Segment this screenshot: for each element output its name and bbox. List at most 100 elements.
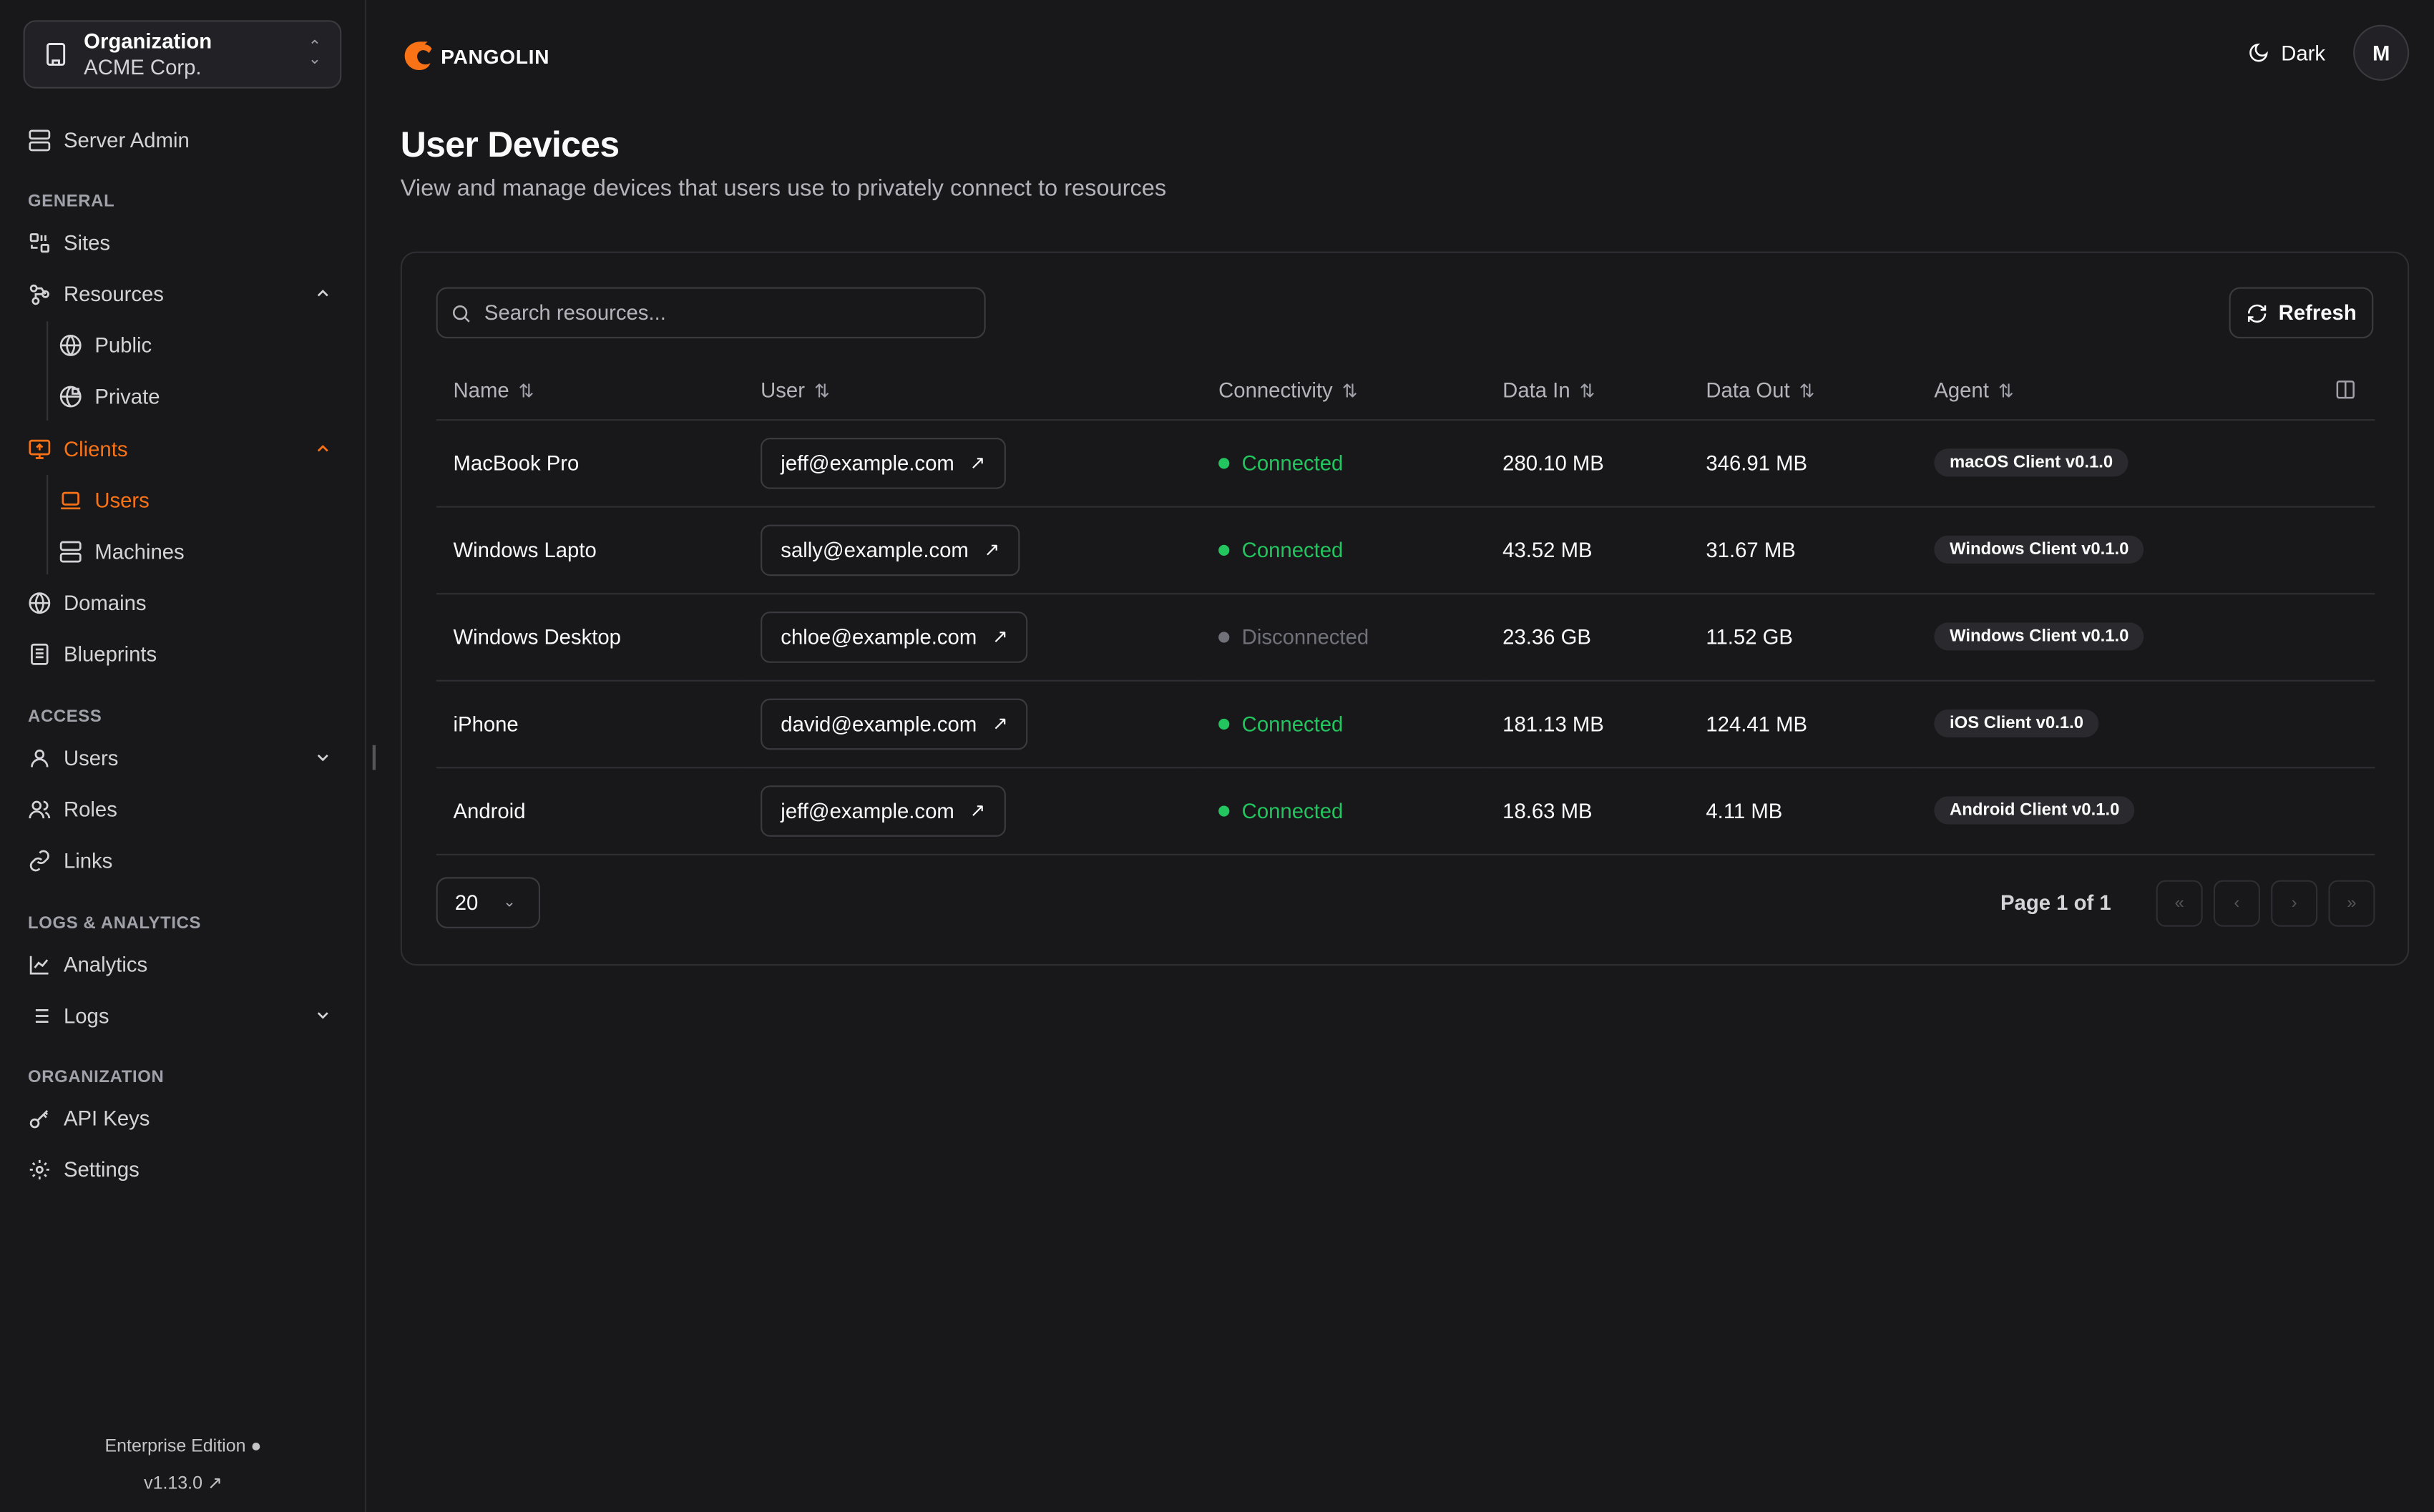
status-dot [1218,457,1230,468]
user-link-button[interactable]: david@example.com ↗ [761,697,1028,750]
arrow-up-right-icon: ↗ [969,451,986,473]
data-out: 11.52 GB [1688,593,1917,681]
sort-icon[interactable]: ⇅ [1579,380,1595,402]
agent-badge: Android Client v0.1.0 [1934,796,2136,825]
connectivity-cell: Disconnected [1201,593,1486,681]
edition-link[interactable]: Enterprise Edition ● [0,1438,366,1456]
sidebar-resize-handle[interactable] [372,745,376,770]
column-header[interactable]: Data In ⇅ [1485,361,1689,421]
status-text: Disconnected [1241,624,1369,649]
device-name: iPhone [436,679,744,768]
chevrons-up-down-icon: ⌃ ⌄ [308,39,322,69]
sidebar-item-label: Users [94,488,150,512]
sidebar-item-settings[interactable]: Settings [28,1150,338,1187]
devices-table: Name ⇅ User ⇅ Connectivity ⇅ Data In ⇅ Data Out ⇅… [436,361,2375,855]
chevron-down-icon [317,1012,328,1019]
status-dot [1218,717,1230,730]
avatar[interactable]: M [2353,24,2410,81]
sidebar-item-analytics[interactable]: Analytics [28,946,338,983]
data-out: 31.67 MB [1688,506,1917,594]
sidebar-item-links[interactable]: Links [28,841,338,878]
sidebar-item-machines[interactable]: Machines [59,532,369,569]
user-cell: david@example.com ↗ [743,679,1202,768]
sidebar-item-server-admin[interactable]: Server Admin [28,121,338,158]
sidebar-item-domains[interactable]: Domains [28,584,338,621]
section-organization: ORGANIZATION [28,1068,165,1087]
column-header[interactable]: User ⇅ [743,361,1202,421]
sidebar-item-label: Settings [63,1157,140,1181]
list-icon [31,1008,49,1022]
sort-icon[interactable]: ⇅ [1998,380,2014,402]
data-in: 43.52 MB [1485,506,1689,594]
user-link-button[interactable]: chloe@example.com ↗ [761,611,1028,662]
last-page-button[interactable]: » [2328,880,2375,927]
columns-icon[interactable] [2335,378,2356,400]
user-link-button[interactable]: jeff@example.com ↗ [761,785,1006,836]
sidebar-item-label: Analytics [63,952,148,976]
sidebar-item-label: Links [63,848,113,872]
sort-icon[interactable]: ⇅ [813,380,830,402]
sidebar-item-public[interactable]: Public [59,326,369,363]
column-header[interactable]: Name ⇅ [436,361,744,421]
version-link[interactable]: v1.13.0 ↗ [0,1472,366,1493]
sidebar-item-resources[interactable]: Resources [28,275,338,312]
data-in: 18.63 MB [1485,767,1689,855]
user-email: chloe@example.com [781,624,977,649]
sidebar-item-clients[interactable]: Clients [28,430,338,467]
user-link-button[interactable]: jeff@example.com ↗ [761,436,1006,489]
users-icon [29,800,51,818]
user-cell: jeff@example.com ↗ [743,767,1202,855]
globe-lock-icon [59,385,82,407]
org-switcher[interactable]: Organization ACME Corp. ⌃ ⌄ [23,20,342,89]
status-text: Connected [1241,798,1344,823]
section-general: GENERAL [28,192,115,212]
agent-cell: macOS Client v0.1.0 [1917,419,2375,507]
user-email: sally@example.com [781,538,969,561]
sidebar-item-label: Blueprints [63,642,157,666]
column-header[interactable]: Data Out ⇅ [1688,361,1917,421]
chart-line-icon [29,955,49,974]
chevron-up-icon [317,290,328,297]
sidebar-item-users[interactable]: Users [59,481,369,519]
arrow-up-right-icon: ↗ [969,799,986,822]
pagination: 20 ⌄ Page 1 of 1 « ‹ › » [436,877,2375,930]
key-icon [29,1109,49,1128]
sidebar-item-roles[interactable]: Roles [28,790,338,828]
table-row: Windows Desktop chloe@example.com ↗ Disco… [436,593,2375,681]
data-out: 124.41 MB [1688,679,1917,768]
user-link-button[interactable]: sally@example.com ↗ [761,524,1020,576]
monitor-up-icon [29,438,51,458]
chevron-down-icon [317,754,328,762]
sidebar-item-blueprints[interactable]: Blueprints [28,635,338,672]
refresh-label: Refresh [2278,301,2357,325]
column-label: Name [453,378,509,402]
search-icon [452,304,470,322]
column-label: Data Out [1706,378,1790,402]
theme-toggle[interactable]: Dark [2249,41,2325,64]
sidebar-item-api-keys[interactable]: API Keys [28,1099,338,1137]
sidebar-item-sites[interactable]: Sites [28,224,338,261]
status-text: Connected [1241,451,1344,475]
sort-icon[interactable]: ⇅ [1799,380,1815,402]
prev-page-button[interactable]: ‹ [2213,880,2260,927]
sidebar-item-label: Public [94,333,152,357]
brand-logo[interactable]: PANGOLIN [401,37,549,74]
globe-icon [29,591,51,614]
sort-icon[interactable]: ⇅ [518,380,534,402]
data-out: 346.91 MB [1688,419,1917,507]
devices-card: Search resources... Refresh Name ⇅ User ⇅ Co… [400,251,2410,966]
sidebar-item-logs[interactable]: Logs [28,996,338,1034]
sidebar-item-private[interactable]: Private [59,377,369,414]
column-header[interactable]: Connectivity ⇅ [1201,361,1486,421]
refresh-button[interactable]: Refresh [2229,287,2374,339]
sidebar-item-access-users[interactable]: Users [28,739,338,776]
sidebar-item-label: Server Admin [63,128,190,152]
column-header[interactable]: Agent ⇅ [1917,361,2375,421]
sort-icon[interactable]: ⇅ [1341,380,1358,402]
first-page-button[interactable]: « [2156,880,2203,927]
agent-badge: Windows Client v0.1.0 [1934,535,2145,564]
search-input[interactable]: Search resources... [436,287,986,339]
globe-icon [59,333,82,355]
next-page-button[interactable]: › [2271,880,2318,927]
page-size-select[interactable]: 20 ⌄ [436,877,541,928]
